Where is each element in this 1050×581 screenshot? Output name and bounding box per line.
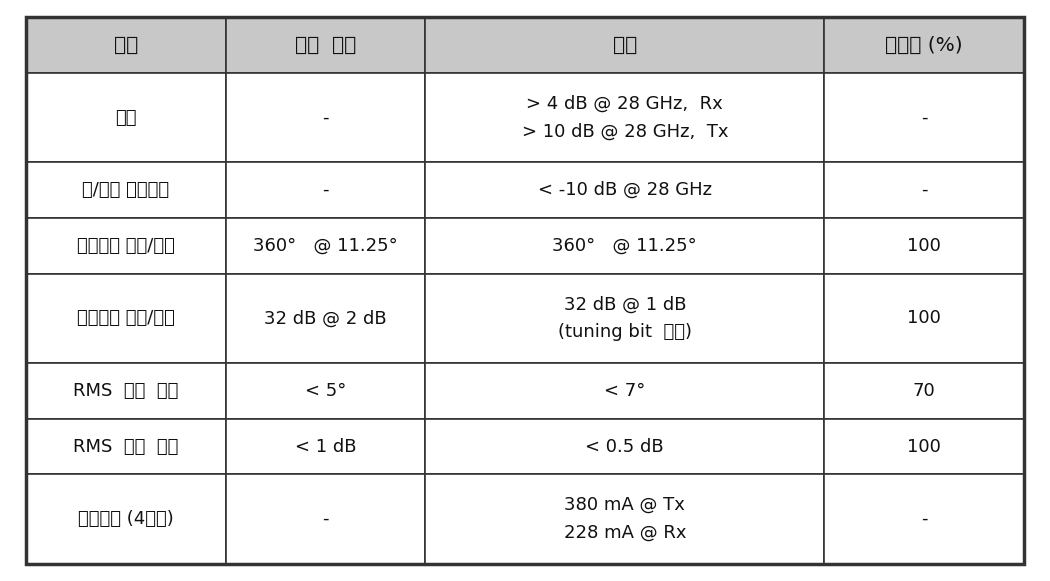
Text: > 4 dB @ 28 GHz,  Rx
> 10 dB @ 28 GHz,  Tx: > 4 dB @ 28 GHz, Rx > 10 dB @ 28 GHz, Tx [522, 95, 728, 141]
Text: 70: 70 [912, 382, 936, 400]
Bar [425, 17, 824, 73]
Text: 입/출력 반사손실: 입/출력 반사손실 [83, 181, 169, 199]
Bar [26, 17, 226, 73]
Bar [425, 162, 824, 218]
Bar [824, 363, 1024, 419]
Text: 개발  목표: 개발 목표 [295, 36, 356, 55]
Bar [824, 274, 1024, 363]
Text: 360°   @ 11.25°: 360° @ 11.25° [552, 237, 697, 255]
Text: -: - [921, 181, 927, 199]
Bar [824, 218, 1024, 274]
Text: 위상변화 범위/간격: 위상변화 범위/간격 [77, 237, 175, 255]
Text: -: - [921, 109, 927, 127]
Bar [425, 419, 824, 475]
Text: 100: 100 [907, 309, 941, 327]
Bar [26, 73, 226, 162]
Text: 32 dB @ 1 dB
(tuning bit  포함): 32 dB @ 1 dB (tuning bit 포함) [558, 296, 692, 341]
Bar [226, 274, 425, 363]
Text: -: - [322, 510, 329, 528]
Text: RMS  진폭  오차: RMS 진폭 오차 [74, 437, 178, 456]
Bar [824, 162, 1024, 218]
Bar [226, 363, 425, 419]
Text: 32 dB @ 2 dB: 32 dB @ 2 dB [265, 309, 386, 327]
Text: 감쇠변화 범위/간격: 감쇠변화 범위/간격 [77, 309, 175, 327]
Bar [824, 475, 1024, 564]
Text: -: - [322, 109, 329, 127]
Bar [425, 73, 824, 162]
Text: < -10 dB @ 28 GHz: < -10 dB @ 28 GHz [538, 181, 712, 199]
Bar [26, 475, 226, 564]
Text: 소모전류 (4채널): 소모전류 (4채널) [78, 510, 174, 528]
Bar [425, 363, 824, 419]
Bar [26, 363, 226, 419]
Bar [226, 73, 425, 162]
Text: < 0.5 dB: < 0.5 dB [586, 437, 664, 456]
Bar [824, 73, 1024, 162]
Bar [425, 475, 824, 564]
Bar [824, 419, 1024, 475]
Bar [26, 274, 226, 363]
Bar [226, 475, 425, 564]
Text: 380 mA @ Tx
228 mA @ Rx: 380 mA @ Tx 228 mA @ Rx [564, 496, 686, 542]
Text: -: - [921, 510, 927, 528]
Text: 100: 100 [907, 237, 941, 255]
Text: 항목: 항목 [113, 36, 139, 55]
Text: RMS  위상  오차: RMS 위상 오차 [74, 382, 178, 400]
Bar [226, 419, 425, 475]
Bar [425, 274, 824, 363]
Text: < 7°: < 7° [604, 382, 646, 400]
Text: -: - [322, 181, 329, 199]
Bar [226, 162, 425, 218]
Text: 이득: 이득 [116, 109, 136, 127]
Text: 360°   @ 11.25°: 360° @ 11.25° [253, 237, 398, 255]
Text: 달성도 (%): 달성도 (%) [885, 36, 963, 55]
Bar [226, 218, 425, 274]
Bar [425, 218, 824, 274]
Bar [824, 17, 1024, 73]
Bar [226, 17, 425, 73]
Bar [26, 218, 226, 274]
Text: 100: 100 [907, 437, 941, 456]
Bar [26, 419, 226, 475]
Bar [26, 162, 226, 218]
Text: < 1 dB: < 1 dB [295, 437, 356, 456]
Text: < 5°: < 5° [304, 382, 347, 400]
Text: 성능: 성능 [612, 36, 637, 55]
